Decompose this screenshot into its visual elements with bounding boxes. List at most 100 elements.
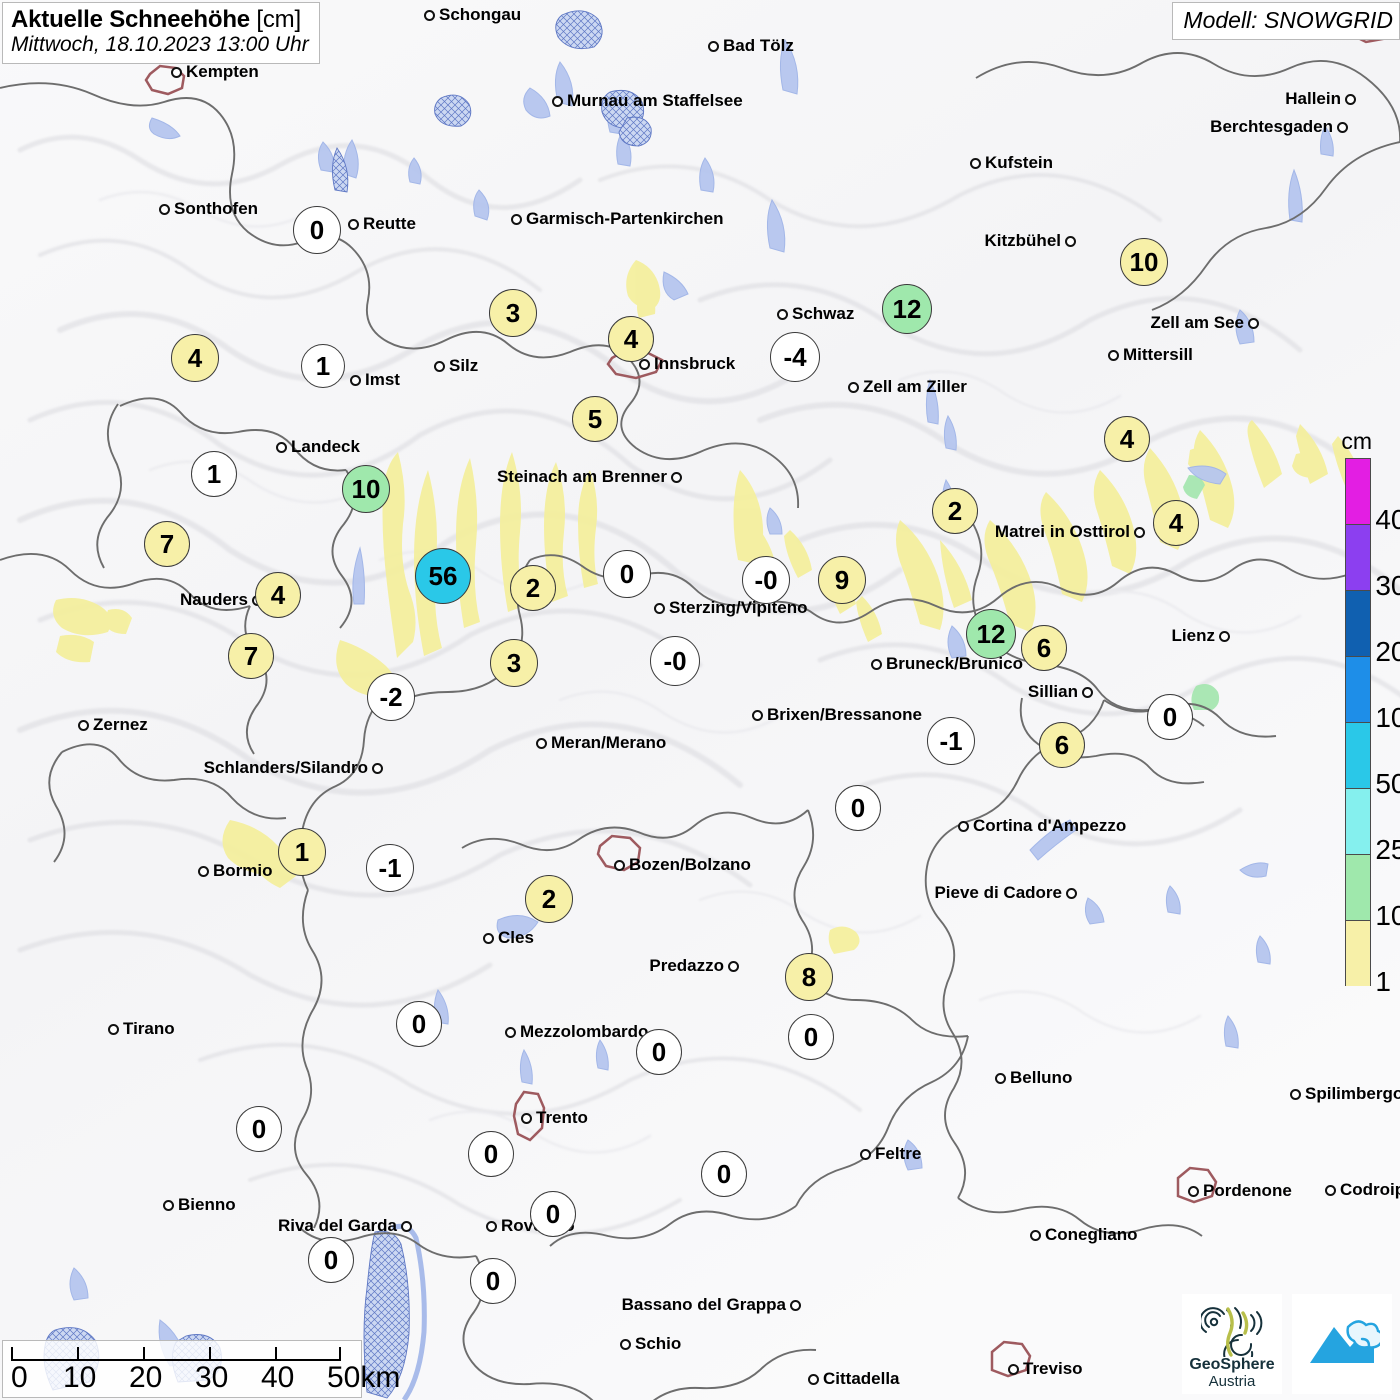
- snow-depth-value-bubble[interactable]: 12: [966, 609, 1016, 659]
- snow-depth-value-bubble[interactable]: 2: [932, 488, 978, 534]
- map-title-box: Aktuelle Schneehöhe [cm] Mittwoch, 18.10…: [2, 2, 320, 64]
- city-label: Reutte: [363, 214, 416, 233]
- snow-depth-value-bubble[interactable]: 10: [1120, 238, 1168, 286]
- city-marker: Treviso: [1008, 1359, 1083, 1379]
- city-marker: Sterzing/Vipiteno: [654, 598, 808, 618]
- scale-label-10: 10: [63, 1361, 97, 1394]
- snow-depth-value-bubble[interactable]: 0: [396, 1001, 442, 1047]
- legend-band-25: [1345, 788, 1372, 854]
- snow-depth-value-bubble[interactable]: 4: [255, 572, 301, 618]
- legend-label-25: 25: [1375, 834, 1400, 865]
- city-marker: Predazzo: [649, 956, 739, 976]
- snow-depth-value-bubble[interactable]: -2: [367, 673, 415, 721]
- city-marker: Meran/Merano: [536, 733, 666, 753]
- snow-depth-value-bubble[interactable]: 0: [603, 550, 651, 598]
- city-label: Kitzbühel: [984, 231, 1062, 250]
- city-marker: Feltre: [860, 1144, 921, 1164]
- city-marker: Kufstein: [970, 153, 1053, 173]
- city-label: Predazzo: [649, 956, 724, 975]
- snow-depth-value-bubble[interactable]: 0: [308, 1237, 354, 1283]
- snow-depth-value-bubble[interactable]: -4: [770, 332, 820, 382]
- snow-depth-value-bubble[interactable]: 0: [636, 1029, 682, 1075]
- snow-depth-value-bubble[interactable]: 56: [415, 548, 471, 604]
- city-label: Murnau am Staffelsee: [567, 91, 743, 110]
- city-label: Pordenone: [1203, 1181, 1292, 1200]
- snow-depth-value-bubble[interactable]: 4: [171, 334, 219, 382]
- city-dot-icon: [1065, 235, 1076, 247]
- city-label: Kempten: [186, 62, 259, 81]
- snow-depth-value-bubble[interactable]: 1: [191, 451, 237, 497]
- snow-depth-value-bubble[interactable]: 0: [701, 1151, 747, 1197]
- snow-depth-value-bubble[interactable]: 7: [228, 633, 274, 679]
- geosphere-logo: GeoSphere Austria: [1182, 1294, 1282, 1394]
- snow-depth-value-bubble[interactable]: 2: [510, 565, 556, 611]
- city-marker: Mezzolombardo: [505, 1022, 648, 1042]
- snow-depth-value-bubble[interactable]: 0: [788, 1014, 834, 1060]
- snow-depth-value-bubble[interactable]: 6: [1021, 625, 1067, 671]
- snow-depth-value-bubble[interactable]: 3: [490, 639, 538, 687]
- legend-label-200: 200: [1375, 636, 1400, 667]
- city-marker: Murnau am Staffelsee: [552, 91, 743, 111]
- city-dot-icon: [505, 1026, 516, 1038]
- city-label: Kufstein: [985, 153, 1053, 172]
- snow-depth-value-bubble[interactable]: 10: [342, 465, 390, 513]
- snow-depth-value-bubble[interactable]: 0: [530, 1191, 576, 1237]
- snow-depth-value-bubble[interactable]: 8: [785, 953, 833, 1001]
- city-label: Spilimbergo: [1305, 1084, 1400, 1103]
- snow-depth-value-bubble[interactable]: 5: [572, 396, 618, 442]
- city-label: Conegliano: [1045, 1225, 1138, 1244]
- snow-depth-value-bubble[interactable]: 0: [236, 1106, 282, 1152]
- city-label: Sterzing/Vipiteno: [669, 598, 808, 617]
- city-marker: Cles: [483, 928, 534, 948]
- city-marker: Innsbruck: [639, 354, 735, 374]
- city-label: Schlanders/Silandro: [203, 758, 368, 777]
- snow-depth-value-bubble[interactable]: 12: [882, 284, 932, 334]
- legend-label-50: 50: [1375, 768, 1400, 799]
- legend-band-50: [1345, 722, 1372, 788]
- snow-depth-value-bubble[interactable]: 0: [1147, 694, 1193, 740]
- city-label: Bienno: [178, 1195, 236, 1214]
- snow-depth-value-bubble[interactable]: 4: [608, 316, 654, 362]
- model-label: Modell: SNOWGRID: [1183, 7, 1393, 33]
- snow-depth-value-bubble[interactable]: 7: [144, 521, 190, 567]
- city-marker: Mittersill: [1108, 345, 1193, 365]
- snow-depth-value-bubble[interactable]: 2: [525, 875, 573, 923]
- city-marker: Bormio: [198, 861, 273, 881]
- snow-depth-value-bubble[interactable]: 1: [301, 344, 345, 388]
- snow-depth-value-bubble[interactable]: 4: [1104, 416, 1150, 462]
- city-dot-icon: [1219, 630, 1230, 642]
- city-marker: Silz: [434, 356, 478, 376]
- snow-depth-value-bubble[interactable]: 1: [278, 828, 326, 876]
- snow-depth-value-bubble[interactable]: 0: [835, 785, 881, 831]
- city-marker: Bienno: [163, 1195, 236, 1215]
- snow-depth-value-bubble[interactable]: -0: [650, 636, 700, 686]
- legend-band-400: [1345, 458, 1372, 524]
- scale-tick: [275, 1347, 277, 1361]
- city-dot-icon: [552, 95, 563, 107]
- title-unit-text: [cm]: [256, 6, 301, 33]
- snow-depth-value-bubble[interactable]: 3: [489, 289, 537, 337]
- city-marker: Zell am Ziller: [848, 377, 967, 397]
- city-marker: Tirano: [108, 1019, 175, 1039]
- snow-depth-value-bubble[interactable]: 0: [468, 1131, 514, 1177]
- city-dot-icon: [171, 66, 182, 78]
- legend-color-bar: 400 300 200 100 50 25 10 1: [1345, 458, 1400, 996]
- snow-depth-value-bubble[interactable]: 0: [293, 206, 341, 254]
- city-dot-icon: [159, 203, 170, 215]
- snow-depth-value-bubble[interactable]: 4: [1153, 500, 1199, 546]
- city-marker: Schio: [620, 1334, 681, 1354]
- snow-depth-value-bubble[interactable]: 6: [1039, 722, 1085, 768]
- snow-depth-value-bubble[interactable]: -0: [742, 556, 790, 604]
- snow-depth-value-bubble[interactable]: -1: [366, 844, 414, 892]
- city-dot-icon: [790, 1299, 801, 1311]
- city-dot-icon: [808, 1373, 819, 1385]
- city-label: Belluno: [1010, 1068, 1073, 1087]
- snow-depth-value-bubble[interactable]: -1: [927, 717, 975, 765]
- city-dot-icon: [521, 1112, 532, 1124]
- scale-tick: [11, 1347, 13, 1361]
- city-dot-icon: [198, 865, 209, 877]
- city-marker: Matrei in Osttirol: [995, 522, 1145, 542]
- snow-depth-value-bubble[interactable]: 9: [818, 556, 866, 604]
- snow-depth-value-bubble[interactable]: 0: [470, 1258, 516, 1304]
